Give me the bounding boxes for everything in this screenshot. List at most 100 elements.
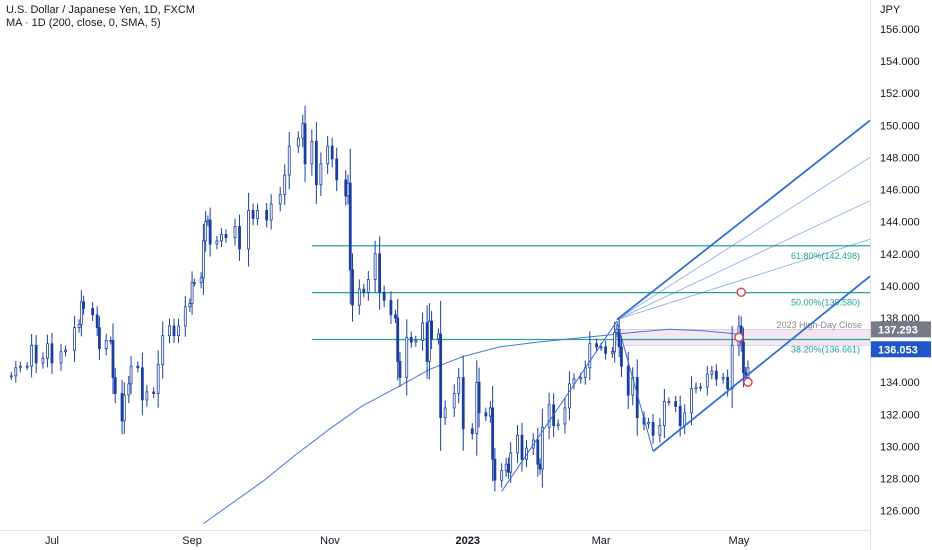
candle-body (373, 253, 377, 280)
y-tick-label: 146.000 (880, 185, 920, 197)
candle-body (224, 234, 228, 239)
candle-body (405, 336, 409, 378)
candle-body (335, 158, 339, 181)
candle-body (615, 328, 619, 333)
candle-body (500, 470, 504, 481)
candle-body (667, 401, 671, 403)
candle-body (283, 174, 287, 195)
candle-body (610, 351, 614, 354)
candle-body (493, 458, 497, 481)
y-tick-label: 148.000 (880, 152, 920, 164)
candle-body (436, 333, 440, 340)
candle-body (14, 367, 18, 377)
candle-body (220, 234, 223, 242)
candle-body (470, 428, 474, 435)
candle-body (129, 365, 133, 385)
candle-body (425, 322, 429, 362)
candle-body (256, 209, 260, 219)
candle-body (208, 219, 212, 245)
candle-body (215, 240, 219, 245)
y-tick-label: 142.000 (880, 249, 920, 261)
candle-body (678, 405, 682, 427)
candle-body (620, 346, 623, 367)
candle-body (326, 145, 330, 165)
x-tick-label: Jul (45, 535, 59, 547)
candle-body (95, 314, 99, 329)
y-tick-label: 126.000 (880, 506, 920, 518)
candle-body (705, 373, 709, 388)
y-tick-label: 150.000 (880, 120, 920, 132)
candle-body (604, 346, 608, 354)
y-tick-label: 132.000 (880, 409, 920, 421)
candle-body (394, 314, 397, 319)
price-tag-label: 137.293 (878, 324, 918, 336)
candle-body (626, 365, 630, 396)
candle-body (127, 383, 131, 396)
candle-body (396, 317, 400, 362)
candle-body (247, 209, 250, 250)
candle-body (79, 301, 83, 325)
candle-body (109, 340, 113, 342)
candle-body (161, 335, 165, 365)
candle-body (30, 344, 34, 367)
candle-body (421, 322, 424, 341)
fib-label: 38.20%(136.661) (791, 345, 860, 355)
candle-body (177, 325, 180, 337)
candle-body (362, 288, 366, 293)
channel-line-upper-inner (616, 157, 871, 320)
candle-body (452, 393, 456, 409)
candle-body (599, 346, 603, 349)
candle-body (563, 407, 567, 425)
candle-body (188, 303, 192, 308)
candle-body (509, 452, 513, 473)
candle-body (516, 434, 519, 454)
y-tick-label: 134.000 (880, 377, 920, 389)
price-tag-label: 136.053 (878, 344, 918, 356)
candle-body (59, 351, 63, 364)
candle-body (710, 370, 714, 375)
candle-body (152, 391, 156, 394)
candle-body (366, 279, 370, 293)
candle-body (113, 377, 117, 394)
candle-body (238, 226, 241, 250)
candle-body (556, 423, 560, 427)
candle-body (491, 407, 495, 460)
candle-body (690, 388, 693, 414)
candle-body (507, 463, 510, 473)
candle-body (683, 412, 687, 427)
marker-circle (736, 287, 746, 298)
candle-body (46, 343, 49, 359)
x-tick-label: Nov (320, 535, 340, 547)
candle-body (694, 386, 698, 390)
x-tick-label: Mar (592, 535, 611, 547)
candle-body (579, 377, 583, 380)
candle-body (204, 221, 208, 242)
candle-body (287, 145, 291, 176)
candle-body (301, 123, 305, 139)
x-tick-label: 2023 (456, 535, 480, 547)
y-tick-label: 128.000 (880, 474, 920, 486)
y-tick-label: 156.000 (880, 24, 920, 36)
candle-body (520, 434, 524, 460)
channel-line-handle (501, 320, 618, 492)
candle-body (457, 377, 461, 394)
channel-line-lower (652, 275, 871, 453)
candle-body (398, 360, 402, 378)
candle-body (330, 145, 334, 160)
candle-body (233, 226, 237, 239)
candle-body (265, 209, 269, 221)
candle-body (389, 299, 393, 316)
candle-body (484, 412, 488, 417)
candle-body (477, 381, 481, 414)
price-tag-box (871, 341, 931, 358)
y-tick-label: 140.000 (880, 281, 920, 293)
marker-circle (743, 377, 753, 387)
candle-body (111, 340, 115, 378)
candle-body (714, 370, 718, 380)
candle-body (64, 349, 67, 353)
candle-body (346, 182, 350, 197)
candle-body (536, 439, 540, 465)
candle-body (303, 123, 307, 165)
candle-body (34, 344, 38, 364)
